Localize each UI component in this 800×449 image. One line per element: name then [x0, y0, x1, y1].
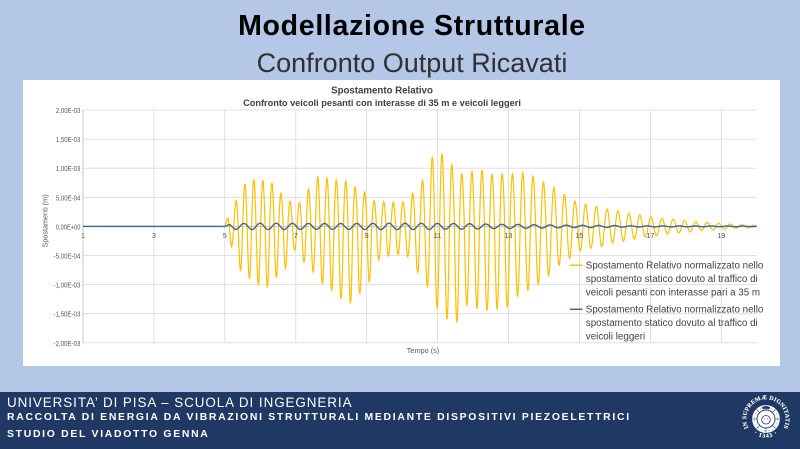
- svg-text:0,00E+00: 0,00E+00: [56, 222, 81, 231]
- svg-text:2,00E-03: 2,00E-03: [56, 106, 81, 115]
- svg-text:1: 1: [81, 231, 85, 240]
- svg-text:-5,00E-04: -5,00E-04: [53, 252, 80, 261]
- svg-text:veicoli pesanti con interasse: veicoli pesanti con interasse pari a 35 …: [586, 287, 760, 298]
- svg-text:7: 7: [294, 231, 298, 240]
- svg-text:19: 19: [717, 231, 725, 240]
- svg-text:9: 9: [365, 231, 369, 240]
- svg-text:Spostamento Relativo: Spostamento Relativo: [331, 86, 433, 97]
- svg-text:Confronto veicoli pesanti con: Confronto veicoli pesanti con interasse …: [243, 98, 521, 108]
- svg-text:spostamento statico dovuto al: spostamento statico dovuto al traffico d…: [586, 318, 758, 329]
- svg-text:1,50E-03: 1,50E-03: [56, 135, 81, 144]
- svg-text:-1,50E-03: -1,50E-03: [53, 310, 80, 319]
- svg-text:-1,00E-03: -1,00E-03: [53, 281, 80, 290]
- svg-text:Tempo (s): Tempo (s): [407, 346, 439, 355]
- svg-text:· 1343 ·: · 1343 ·: [753, 430, 780, 440]
- svg-text:Spostamento Relativo normalizz: Spostamento Relativo normalizzato nello: [586, 260, 764, 271]
- svg-text:5: 5: [223, 231, 227, 240]
- svg-text:5,00E-04: 5,00E-04: [56, 193, 81, 202]
- svg-text:17: 17: [646, 231, 654, 240]
- svg-text:15: 15: [575, 231, 583, 240]
- svg-text:veicoli leggeri: veicoli leggeri: [586, 332, 645, 343]
- svg-text:Spostamenti (m): Spostamenti (m): [40, 195, 49, 248]
- svg-text:-2,00E-03: -2,00E-03: [53, 339, 80, 348]
- svg-text:13: 13: [504, 231, 512, 240]
- svg-text:Spostamento Relativo normalizz: Spostamento Relativo normalizzato nello: [586, 305, 764, 316]
- svg-text:1,00E-03: 1,00E-03: [56, 164, 81, 173]
- svg-text:11: 11: [434, 231, 442, 240]
- svg-text:spostamento statico dovuto al: spostamento statico dovuto al traffico d…: [586, 274, 758, 285]
- svg-text:3: 3: [152, 231, 156, 240]
